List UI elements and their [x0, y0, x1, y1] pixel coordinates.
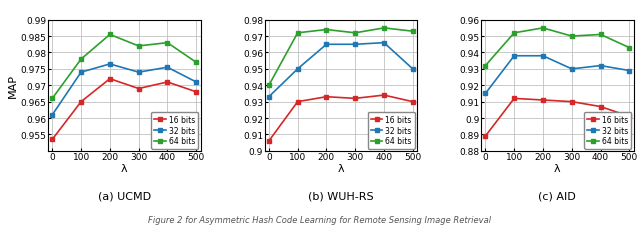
16 bits: [510, 98, 518, 100]
32 bits: [49, 114, 56, 117]
Text: (b) WUH-RS: (b) WUH-RS: [308, 190, 374, 200]
16 bits: [625, 115, 633, 118]
Line: 64 bits: 64 bits: [50, 33, 198, 101]
32 bits: [625, 70, 633, 73]
16 bits: [351, 98, 359, 100]
64 bits: [294, 32, 301, 35]
16 bits: [77, 101, 85, 104]
Y-axis label: MAP: MAP: [8, 74, 18, 98]
16 bits: [481, 135, 489, 138]
64 bits: [625, 47, 633, 50]
32 bits: [351, 44, 359, 46]
64 bits: [193, 62, 200, 64]
16 bits: [193, 91, 200, 94]
Text: (a) UCMD: (a) UCMD: [98, 190, 151, 200]
32 bits: [568, 68, 575, 71]
Text: (c) AID: (c) AID: [538, 190, 576, 200]
16 bits: [380, 94, 388, 97]
32 bits: [106, 63, 114, 66]
Line: 64 bits: 64 bits: [483, 26, 632, 69]
32 bits: [265, 96, 273, 99]
64 bits: [596, 34, 604, 37]
64 bits: [164, 42, 172, 45]
X-axis label: λ: λ: [554, 163, 561, 173]
16 bits: [164, 81, 172, 84]
X-axis label: λ: λ: [121, 163, 127, 173]
Line: 16 bits: 16 bits: [266, 93, 415, 144]
64 bits: [77, 58, 85, 61]
32 bits: [77, 71, 85, 74]
32 bits: [164, 67, 172, 69]
16 bits: [106, 78, 114, 81]
16 bits: [135, 88, 143, 90]
32 bits: [539, 55, 547, 58]
64 bits: [510, 32, 518, 35]
Legend: 16 bits, 32 bits, 64 bits: 16 bits, 32 bits, 64 bits: [368, 112, 415, 149]
16 bits: [539, 99, 547, 102]
Line: 16 bits: 16 bits: [50, 77, 198, 142]
32 bits: [380, 42, 388, 45]
Text: Figure 2 for Asymmetric Hash Code Learning for Remote Sensing Image Retrieval: Figure 2 for Asymmetric Hash Code Learni…: [148, 215, 492, 224]
32 bits: [193, 81, 200, 84]
64 bits: [265, 85, 273, 87]
32 bits: [294, 68, 301, 71]
Legend: 16 bits, 32 bits, 64 bits: 16 bits, 32 bits, 64 bits: [151, 112, 198, 149]
64 bits: [106, 34, 114, 37]
Line: 32 bits: 32 bits: [483, 54, 632, 96]
32 bits: [510, 55, 518, 58]
64 bits: [49, 98, 56, 100]
64 bits: [568, 35, 575, 38]
32 bits: [135, 71, 143, 74]
32 bits: [596, 65, 604, 68]
64 bits: [351, 32, 359, 35]
64 bits: [323, 29, 330, 32]
32 bits: [409, 68, 417, 71]
64 bits: [409, 31, 417, 33]
64 bits: [135, 45, 143, 48]
Legend: 16 bits, 32 bits, 64 bits: 16 bits, 32 bits, 64 bits: [584, 112, 631, 149]
Line: 32 bits: 32 bits: [50, 62, 198, 118]
Line: 16 bits: 16 bits: [483, 96, 632, 139]
32 bits: [323, 44, 330, 46]
64 bits: [481, 65, 489, 68]
16 bits: [294, 101, 301, 104]
16 bits: [568, 101, 575, 104]
16 bits: [596, 106, 604, 109]
16 bits: [323, 96, 330, 99]
X-axis label: λ: λ: [337, 163, 344, 173]
Line: 32 bits: 32 bits: [266, 41, 415, 100]
16 bits: [265, 140, 273, 143]
32 bits: [481, 93, 489, 95]
Line: 64 bits: 64 bits: [266, 26, 415, 88]
16 bits: [49, 138, 56, 141]
16 bits: [409, 101, 417, 104]
64 bits: [539, 27, 547, 30]
64 bits: [380, 27, 388, 30]
